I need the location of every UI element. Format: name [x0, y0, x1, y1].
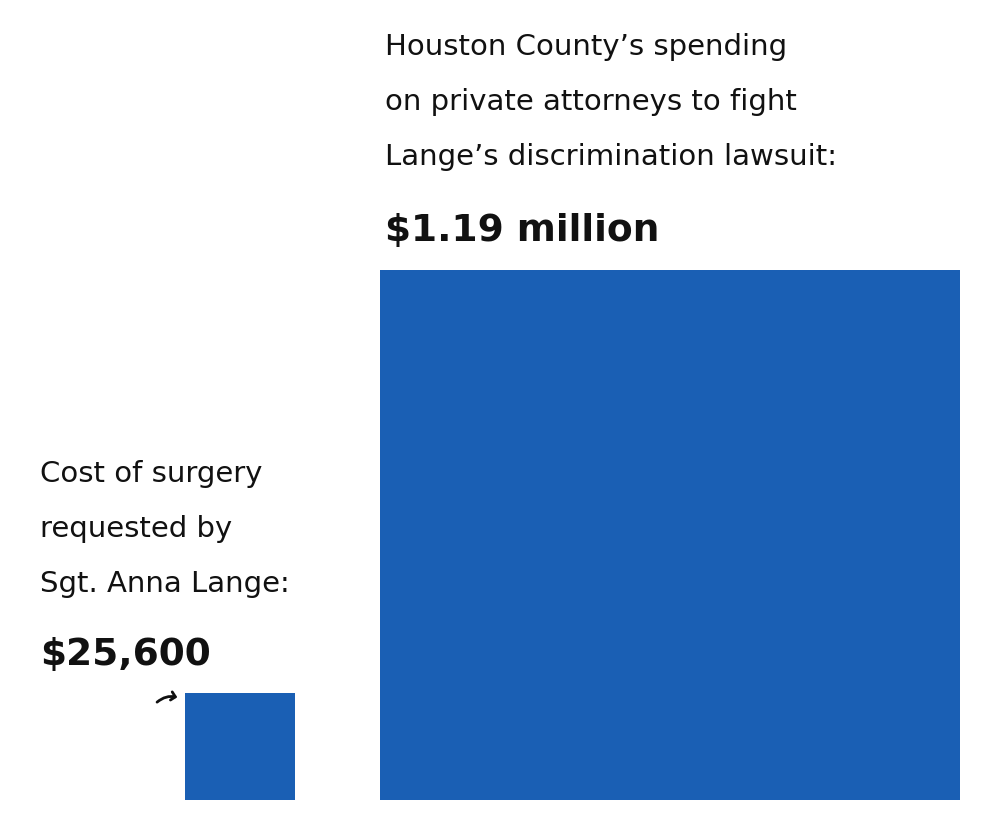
Bar — [185, 693, 295, 800]
Text: Cost of surgery: Cost of surgery — [40, 460, 262, 488]
Text: Lange’s discrimination lawsuit:: Lange’s discrimination lawsuit: — [385, 143, 837, 171]
Text: Sgt. Anna Lange:: Sgt. Anna Lange: — [40, 570, 290, 598]
Text: $1.19 million: $1.19 million — [385, 213, 659, 249]
Text: on private attorneys to fight: on private attorneys to fight — [385, 88, 797, 116]
Text: Houston County’s spending: Houston County’s spending — [385, 33, 787, 61]
Bar — [380, 270, 960, 800]
Text: $25,600: $25,600 — [40, 637, 211, 673]
Text: requested by: requested by — [40, 515, 232, 543]
